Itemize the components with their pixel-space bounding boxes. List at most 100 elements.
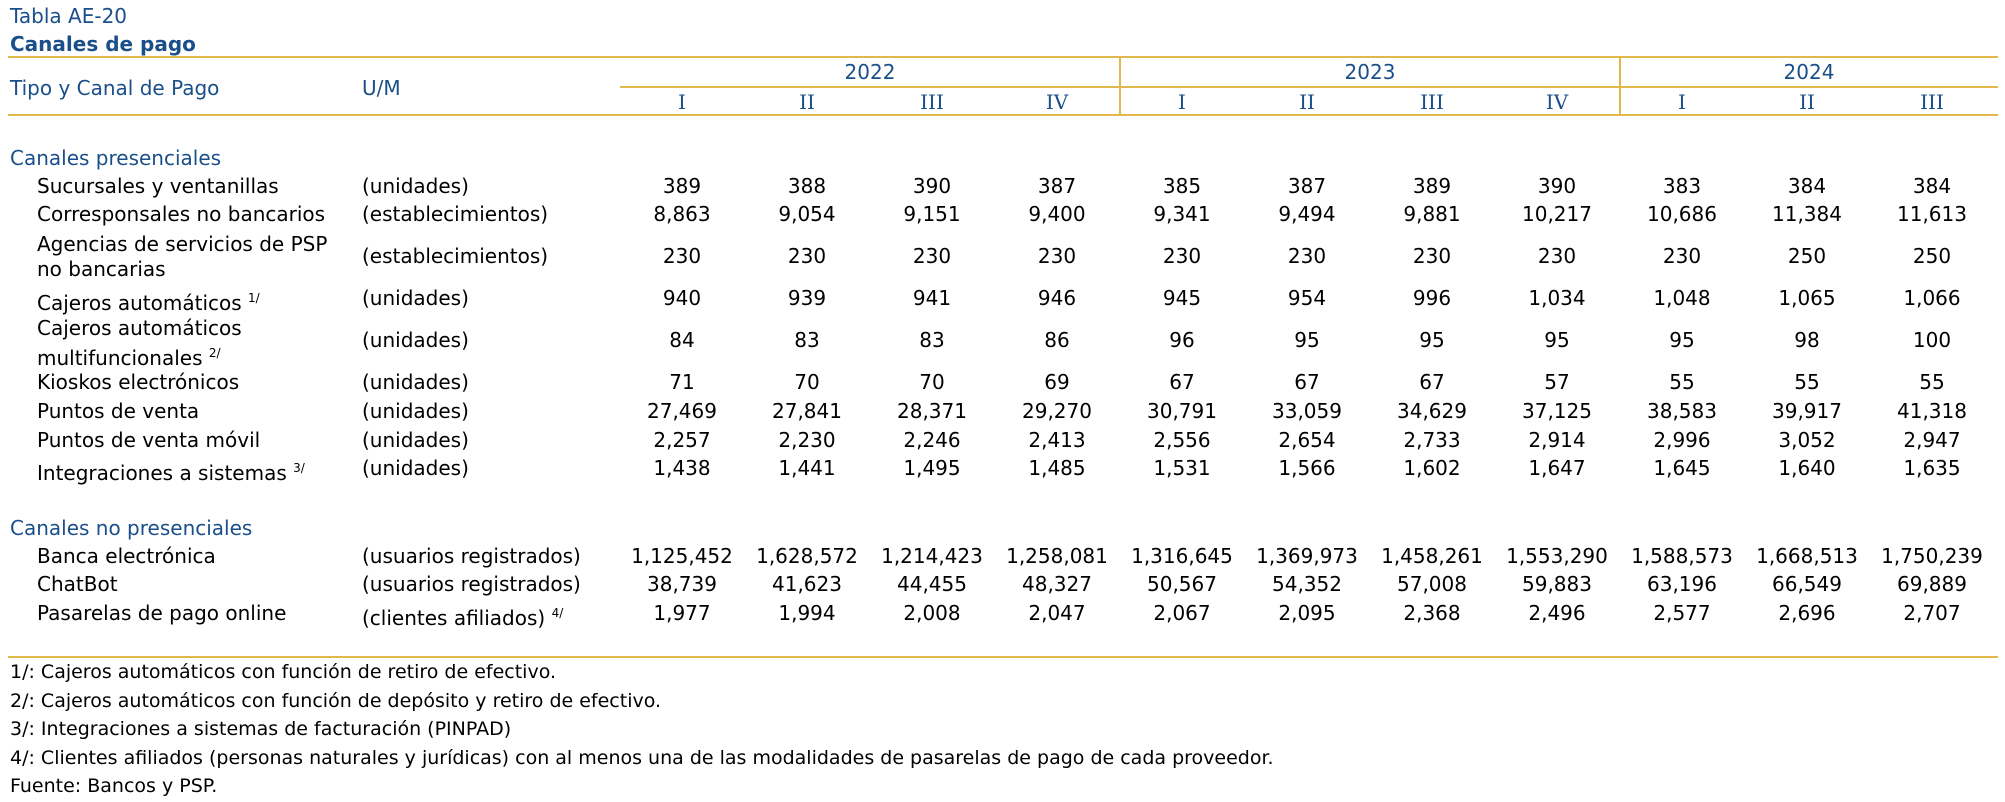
table-cell: 383 [1662, 174, 1702, 198]
table-cell: 1,553,290 [1506, 544, 1608, 568]
row-label-text: Sucursales y ventanillas [37, 174, 279, 198]
table-cell: 70 [794, 370, 820, 394]
quarter-header: I [1678, 90, 1686, 114]
row-label: Integraciones a sistemas 3/ [37, 456, 357, 486]
table-cell: 1,214,423 [881, 544, 983, 568]
footnote-ref: 4/ [551, 606, 564, 620]
table-cell: 27,841 [772, 399, 842, 423]
table-cell: 1,647 [1528, 456, 1586, 480]
year-divider-2024 [1619, 58, 1621, 114]
row-label-text: Kioskos electrónicos [37, 370, 240, 394]
table-cell: 2,095 [1278, 601, 1336, 625]
table-cell: 63,196 [1647, 572, 1717, 596]
table-cell: 230 [662, 244, 702, 268]
table-cell: 41,318 [1897, 399, 1967, 423]
row-label-text: Pasarelas de pago online [37, 601, 287, 625]
row-label-text: Cajeros automáticos [37, 291, 242, 315]
footnote: 1/: Cajeros automáticos con función de r… [10, 661, 557, 683]
table-cell: 83 [794, 328, 820, 352]
table-cell: 29,270 [1022, 399, 1092, 423]
table-cell: 1,441 [778, 456, 836, 480]
row-unit-text: (unidades) [362, 370, 469, 394]
table-cell: 1,588,573 [1631, 544, 1733, 568]
table-cell: 2,246 [903, 428, 961, 452]
table-cell: 1,668,513 [1756, 544, 1858, 568]
row-unit: (unidades) [362, 174, 469, 199]
table-cell: 57,008 [1397, 572, 1467, 596]
row-label: Corresponsales no bancarios [37, 202, 357, 227]
table-cell: 2,556 [1153, 428, 1211, 452]
row-label-text: Cajeros automáticos multifuncionales [37, 316, 242, 370]
row-unit-text: (establecimientos) [362, 244, 549, 268]
row-label: Puntos de venta [37, 399, 357, 424]
table-cell: 230 [1162, 244, 1202, 268]
table-cell: 1,602 [1403, 456, 1461, 480]
table-cell: 71 [669, 370, 695, 394]
table-cell: 34,629 [1397, 399, 1467, 423]
table-cell: 387 [1037, 174, 1077, 198]
row-label: Agencias de servicios de PSP no bancaria… [37, 232, 357, 282]
table-cell: 2,733 [1403, 428, 1461, 452]
table-cell: 27,469 [647, 399, 717, 423]
table-cell: 940 [662, 286, 702, 310]
table-cell: 230 [1412, 244, 1452, 268]
table-cell: 230 [787, 244, 827, 268]
table-cell: 67 [1419, 370, 1445, 394]
row-label: ChatBot [37, 572, 357, 597]
table-cell: 230 [1537, 244, 1577, 268]
row-label-text: Puntos de venta [37, 399, 200, 423]
table-cell: 3,052 [1778, 428, 1836, 452]
table-cell: 2,947 [1903, 428, 1961, 452]
table-cell: 2,008 [903, 601, 961, 625]
table-cell: 389 [662, 174, 702, 198]
table-cell: 84 [669, 328, 695, 352]
table-cell: 96 [1169, 328, 1195, 352]
row-unit-text: (unidades) [362, 174, 469, 198]
table-cell: 230 [912, 244, 952, 268]
row-unit: (establecimientos) [362, 202, 548, 227]
row-label: Kioskos electrónicos [37, 370, 357, 395]
table-cell: 1,048 [1653, 286, 1711, 310]
footnote-ref: 2/ [208, 346, 221, 360]
table-cell: 28,371 [897, 399, 967, 423]
table-cell: 1,066 [1903, 286, 1961, 310]
table-cell: 388 [787, 174, 827, 198]
table-cell: 2,368 [1403, 601, 1461, 625]
row-unit: (unidades) [362, 286, 469, 311]
table-cell: 57 [1544, 370, 1570, 394]
row-label-text: ChatBot [37, 572, 118, 596]
table-cell: 69 [1044, 370, 1070, 394]
footnote: 4/: Clientes afiliados (personas natural… [10, 746, 1274, 769]
table-cell: 2,577 [1653, 601, 1711, 625]
table-cell: 2,496 [1528, 601, 1586, 625]
table-cell: 2,230 [778, 428, 836, 452]
row-label-text: Puntos de venta móvil [37, 428, 261, 452]
table-cell: 384 [1787, 174, 1827, 198]
row-label-text: Banca electrónica [37, 544, 216, 568]
table-cell: 1,438 [653, 456, 711, 480]
table-cell: 2,707 [1903, 601, 1961, 625]
table-cell: 1,531 [1153, 456, 1211, 480]
row-label-text: Integraciones a sistemas [37, 461, 287, 485]
table-cell: 1,635 [1903, 456, 1961, 480]
table-cell: 954 [1287, 286, 1327, 310]
row-unit-text: (unidades) [362, 328, 469, 352]
table-cell: 2,413 [1028, 428, 1086, 452]
row-unit: (clientes afiliados) 4/ [362, 601, 563, 631]
table-cell: 9,494 [1278, 202, 1336, 226]
table-cell: 946 [1037, 286, 1077, 310]
table-cell: 100 [1912, 328, 1952, 352]
table-cell: 95 [1419, 328, 1445, 352]
row-unit: (unidades) [362, 399, 469, 424]
table-cell: 1,750,239 [1881, 544, 1983, 568]
table-cell: 387 [1287, 174, 1327, 198]
table-cell: 1,034 [1528, 286, 1586, 310]
quarter-header: II [1299, 90, 1315, 114]
table-cell: 1,065 [1778, 286, 1836, 310]
table-cell: 939 [787, 286, 827, 310]
table-cell: 2,257 [653, 428, 711, 452]
table-cell: 1,640 [1778, 456, 1836, 480]
table-cell: 38,739 [647, 572, 717, 596]
footnote-ref: 3/ [293, 461, 305, 475]
